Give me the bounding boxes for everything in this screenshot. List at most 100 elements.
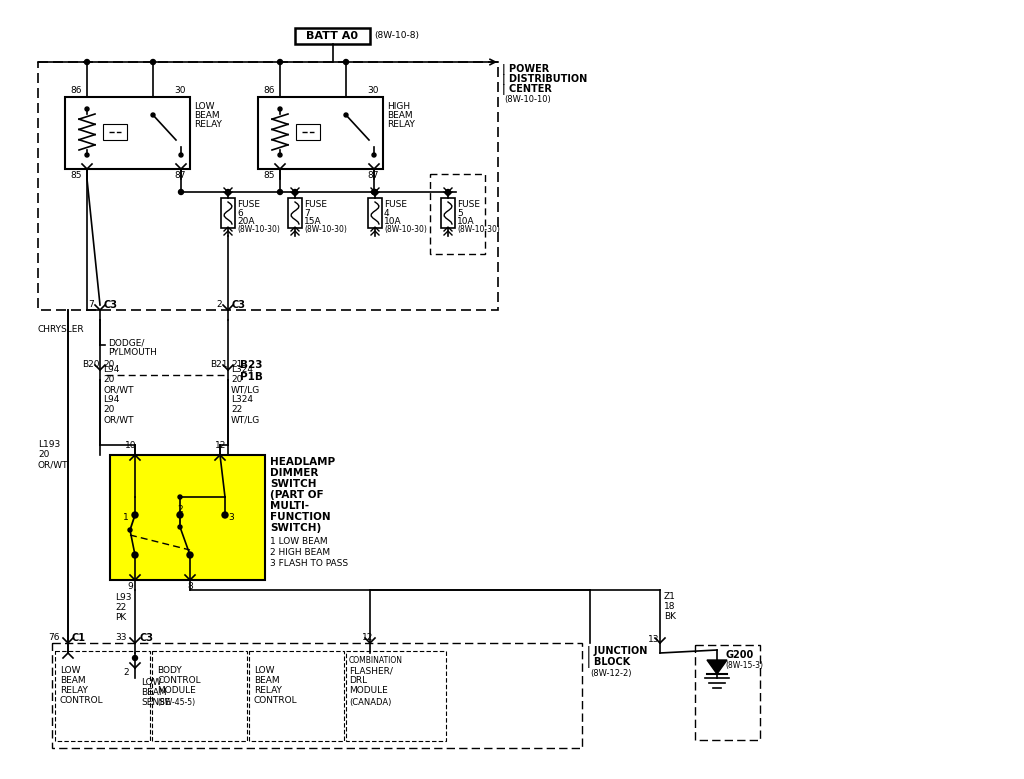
Bar xyxy=(221,198,234,228)
Text: Z1: Z1 xyxy=(664,592,676,601)
Bar xyxy=(441,198,455,228)
Bar xyxy=(110,455,265,580)
Text: 9: 9 xyxy=(127,582,133,591)
Text: LOW: LOW xyxy=(141,678,162,687)
Text: PK: PK xyxy=(115,613,126,622)
Text: OR/WT: OR/WT xyxy=(103,385,133,394)
Text: WT/LG: WT/LG xyxy=(231,385,260,394)
Circle shape xyxy=(85,107,89,111)
Text: 15A: 15A xyxy=(304,217,322,226)
Text: MODULE: MODULE xyxy=(349,686,388,695)
Circle shape xyxy=(293,189,298,195)
Text: 12: 12 xyxy=(362,633,374,642)
Text: BODY: BODY xyxy=(157,666,181,675)
Text: DRL: DRL xyxy=(349,676,368,685)
Bar xyxy=(295,28,370,44)
Circle shape xyxy=(372,153,376,157)
Text: 22: 22 xyxy=(231,405,243,414)
Text: G200: G200 xyxy=(725,650,754,660)
Text: (8W-10-8): (8W-10-8) xyxy=(374,31,419,40)
Text: (8W-10-30): (8W-10-30) xyxy=(237,225,280,234)
Text: 8: 8 xyxy=(187,582,193,591)
Text: 2 HIGH BEAM: 2 HIGH BEAM xyxy=(270,548,330,557)
Text: B23: B23 xyxy=(240,360,262,370)
Text: L324: L324 xyxy=(231,395,253,404)
Text: DODGE/: DODGE/ xyxy=(108,338,144,347)
Text: 76: 76 xyxy=(48,633,59,642)
Circle shape xyxy=(179,153,183,157)
Text: BK: BK xyxy=(664,612,676,621)
Text: (8W-10-10): (8W-10-10) xyxy=(504,95,551,104)
Text: SWITCH: SWITCH xyxy=(270,479,316,489)
Text: 86: 86 xyxy=(70,86,82,95)
Polygon shape xyxy=(707,660,727,674)
Text: CONTROL: CONTROL xyxy=(254,696,298,705)
Text: 85: 85 xyxy=(263,171,274,180)
Text: RELAY: RELAY xyxy=(60,686,88,695)
Text: 30: 30 xyxy=(174,86,185,95)
Text: 20A: 20A xyxy=(237,217,255,226)
Text: 10A: 10A xyxy=(384,217,401,226)
Text: 2: 2 xyxy=(177,505,182,514)
Text: LOW: LOW xyxy=(254,666,274,675)
Bar xyxy=(695,645,760,740)
Circle shape xyxy=(344,113,348,117)
Text: FUSE: FUSE xyxy=(237,200,260,209)
Text: (CANADA): (CANADA) xyxy=(349,698,391,707)
Text: FUSE: FUSE xyxy=(304,200,327,209)
Bar xyxy=(346,651,446,741)
Text: L324: L324 xyxy=(231,365,253,374)
Circle shape xyxy=(187,552,193,558)
Circle shape xyxy=(132,655,137,661)
Text: SWITCH): SWITCH) xyxy=(270,523,322,533)
Text: 10A: 10A xyxy=(457,217,475,226)
Circle shape xyxy=(225,189,230,195)
Text: LOW: LOW xyxy=(60,666,81,675)
Text: L193: L193 xyxy=(38,440,60,449)
Bar xyxy=(249,651,344,741)
Text: | JUNCTION: | JUNCTION xyxy=(587,646,647,657)
Circle shape xyxy=(445,189,451,195)
Bar xyxy=(152,651,247,741)
Text: BEAM: BEAM xyxy=(194,111,219,120)
Text: 85: 85 xyxy=(70,171,82,180)
Text: 18: 18 xyxy=(664,602,676,611)
Bar xyxy=(52,643,582,748)
Text: 22: 22 xyxy=(115,603,126,612)
Text: 20: 20 xyxy=(103,375,115,384)
Text: 7: 7 xyxy=(88,300,94,309)
Text: 1: 1 xyxy=(123,513,129,522)
Text: (8W-12-2): (8W-12-2) xyxy=(590,669,632,678)
Text: 5: 5 xyxy=(457,209,463,218)
Text: SENSE: SENSE xyxy=(141,698,171,707)
Text: | POWER: | POWER xyxy=(502,64,549,75)
Circle shape xyxy=(128,528,132,532)
Circle shape xyxy=(222,512,228,518)
Text: 6: 6 xyxy=(237,209,243,218)
Text: WT/LG: WT/LG xyxy=(231,415,260,424)
Bar xyxy=(288,198,302,228)
Text: 10: 10 xyxy=(125,441,136,450)
Text: (8W-45-5): (8W-45-5) xyxy=(157,698,196,707)
Text: (8W-10-30): (8W-10-30) xyxy=(384,225,427,234)
Text: C3: C3 xyxy=(104,300,118,310)
Bar xyxy=(103,124,127,140)
Text: 20: 20 xyxy=(231,375,243,384)
Text: HIGH: HIGH xyxy=(387,102,411,111)
Circle shape xyxy=(372,189,377,195)
Circle shape xyxy=(178,189,183,195)
Text: 20: 20 xyxy=(38,450,49,459)
Text: FUSE: FUSE xyxy=(384,200,407,209)
Circle shape xyxy=(132,512,138,518)
Circle shape xyxy=(278,107,282,111)
Circle shape xyxy=(132,552,138,558)
Text: (PART OF: (PART OF xyxy=(270,490,324,500)
Text: LOW: LOW xyxy=(194,102,214,111)
Circle shape xyxy=(278,153,282,157)
Text: B21: B21 xyxy=(210,360,227,369)
Text: | CENTER: | CENTER xyxy=(502,84,552,95)
Text: L94: L94 xyxy=(103,395,120,404)
Text: MODULE: MODULE xyxy=(157,686,196,695)
Text: RELAY: RELAY xyxy=(387,120,415,129)
Circle shape xyxy=(373,189,378,195)
